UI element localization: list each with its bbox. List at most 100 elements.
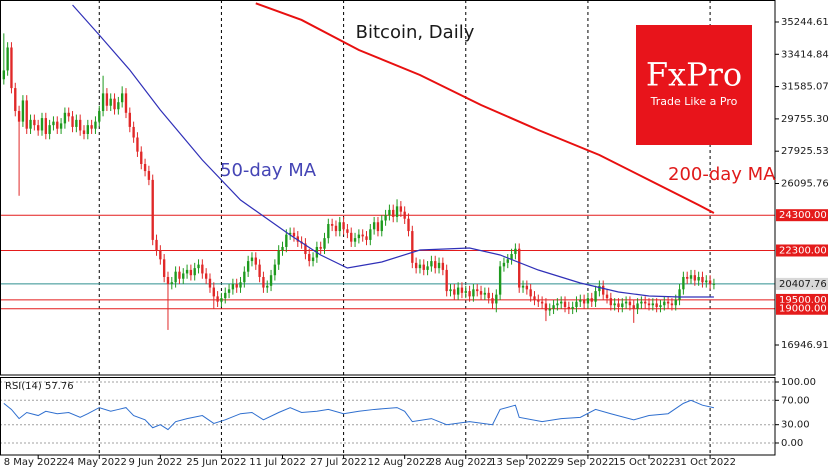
- candle-body: [365, 236, 368, 240]
- candle-body: [663, 301, 666, 306]
- candle-body: [537, 299, 540, 302]
- candle-body: [395, 206, 399, 217]
- candle-body: [674, 299, 677, 306]
- x-tick-label: 9 Jun 2022: [128, 457, 182, 468]
- candle-body: [269, 275, 273, 286]
- candle-body: [174, 271, 177, 283]
- ma-line: [255, 2, 715, 214]
- candle-body: [414, 262, 418, 269]
- level-label-box: [776, 277, 828, 290]
- candle-body: [21, 100, 25, 122]
- candle-body: [525, 285, 529, 290]
- candle-body: [632, 305, 635, 309]
- candle-body: [651, 303, 655, 306]
- candle-body: [208, 278, 212, 288]
- x-tick-label: 28 Aug 2022: [429, 457, 493, 468]
- candle-body: [90, 125, 93, 129]
- candle-body: [254, 257, 257, 265]
- candle-body: [17, 111, 21, 122]
- candle-body: [346, 229, 349, 233]
- candle-body: [101, 93, 105, 112]
- level-label: 19000.00: [779, 304, 827, 315]
- candle-body: [266, 285, 269, 288]
- logo: FxPro Trade Like a Pro: [636, 25, 752, 145]
- candle-body: [136, 137, 139, 152]
- candle-body: [460, 287, 464, 293]
- rsi-frame: [0, 377, 776, 456]
- candle-body: [388, 209, 391, 216]
- x-tick-label: 13 Sep 2022: [490, 457, 553, 468]
- candle-body: [613, 303, 616, 306]
- candle-body: [170, 282, 173, 285]
- candle-body: [311, 257, 315, 262]
- candle-body: [147, 171, 151, 180]
- candle-body: [560, 301, 563, 304]
- candle-body: [185, 269, 189, 274]
- candle-body: [430, 261, 433, 267]
- candle-body: [182, 273, 185, 279]
- y-tick-label: 0.00: [781, 438, 803, 449]
- x-tick-label: 24 May 2022: [62, 457, 127, 468]
- candle-body: [124, 93, 128, 113]
- candle-body: [10, 47, 13, 89]
- candle-body: [48, 125, 51, 134]
- candle-body: [453, 289, 456, 295]
- candle-body: [518, 248, 521, 288]
- rsi-line: [3, 399, 715, 431]
- candle-body: [178, 271, 181, 279]
- candle-body: [399, 206, 403, 212]
- candle-body: [686, 276, 689, 279]
- candle-body: [628, 301, 632, 306]
- candle-body: [94, 121, 97, 129]
- candle-body: [151, 179, 154, 240]
- x-tick-label: 29 Sep 2022: [551, 457, 614, 468]
- candle-body: [323, 238, 326, 249]
- price-frame: [0, 0, 776, 376]
- candle-body: [678, 289, 681, 300]
- ma200-annotation: 200-day MA: [668, 164, 776, 185]
- candle-body: [521, 285, 525, 288]
- candle-body: [193, 268, 196, 276]
- candle-body: [204, 273, 208, 279]
- candle-body: [708, 280, 712, 285]
- candle-body: [334, 225, 338, 232]
- candle-body: [666, 301, 670, 304]
- logo-name: FxPro: [646, 56, 742, 94]
- candle-body: [75, 119, 78, 127]
- candle-body: [277, 250, 280, 265]
- candle-body: [586, 298, 590, 304]
- candle-body: [506, 259, 509, 263]
- candle-body: [6, 47, 9, 71]
- candle-body: [143, 163, 147, 172]
- candle-body: [369, 229, 372, 240]
- y-tick-label: 31585.07: [781, 82, 829, 93]
- candle-body: [162, 259, 166, 277]
- candle-body: [468, 291, 471, 297]
- candle-body: [224, 292, 227, 299]
- y-tick-label: 16946.91: [781, 340, 829, 351]
- level-label: 20407.76: [779, 279, 827, 290]
- candle-body: [319, 246, 322, 249]
- candle-body: [86, 125, 89, 134]
- candle-body: [567, 306, 571, 309]
- candle-body: [590, 298, 593, 302]
- candle-body: [544, 303, 548, 311]
- candle-body: [292, 232, 296, 237]
- x-tick-label: 12 Aug 2022: [368, 457, 432, 468]
- candle-body: [659, 305, 662, 307]
- candle-body: [445, 269, 448, 292]
- candle-body: [216, 296, 219, 302]
- candle-body: [418, 264, 422, 269]
- candle-body: [14, 88, 17, 112]
- logo-box: [636, 25, 752, 145]
- candle-body: [327, 224, 330, 239]
- candle-body: [582, 299, 586, 304]
- x-tick-label: 31 Oct 2022: [674, 457, 736, 468]
- candle-body: [556, 303, 559, 306]
- candle-body: [117, 102, 120, 110]
- candle-body: [644, 301, 647, 304]
- candle-body: [372, 222, 376, 230]
- level-label: 22300.00: [779, 245, 827, 256]
- candle-body: [40, 118, 44, 131]
